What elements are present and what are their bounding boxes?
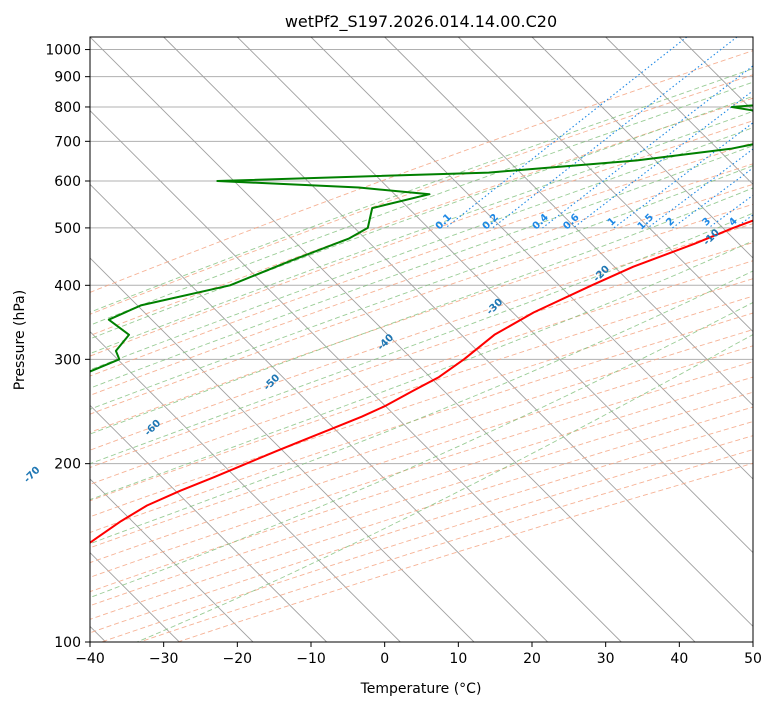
mixing-ratio-line [542, 65, 753, 229]
x-tick-label: 40 [670, 651, 688, 667]
moist-adiabat-line [136, 334, 753, 642]
chart-title: wetPf2_S197.2026.014.14.00.C20 [285, 12, 557, 32]
moist-adiabat-line [90, 270, 753, 545]
y-tick-label: 100 [54, 635, 81, 651]
y-tick-label: 800 [54, 100, 81, 116]
axes: −40 −30 −20 −10 0 10 20 30 40 50 100 200 300 400 500 60… [45, 43, 762, 667]
dry-adiabat-line [90, 142, 753, 377]
dewpoint-profile-line [90, 104, 753, 373]
isotherm-line [90, 404, 327, 642]
y-tick-label: 700 [54, 134, 81, 150]
dry-adiabat-line [90, 361, 753, 578]
dry-adiabat-line [90, 278, 753, 502]
y-tick-label: 400 [54, 278, 81, 294]
isotherm-line [90, 37, 696, 642]
background-lines [90, 37, 753, 642]
isotherm-line [237, 37, 753, 554]
mixing-ratio-line [445, 37, 688, 229]
x-tick-label: 50 [744, 651, 762, 667]
moist-adiabat-line [90, 127, 753, 371]
y-tick-label: 600 [54, 174, 81, 190]
x-tick-label: −20 [223, 651, 253, 667]
y-axis-label: Pressure (hPa) [12, 290, 28, 390]
x-tick-label: −10 [296, 651, 326, 667]
x-axis-label: Temperature (°C) [360, 681, 482, 697]
isotherm-line [458, 37, 753, 333]
x-tick-label: 10 [449, 651, 467, 667]
isotherm-line [163, 37, 753, 627]
moist-adiabat-line [90, 212, 753, 465]
isotherm-line [384, 37, 753, 406]
dry-adiabat-line [139, 449, 753, 642]
mixing-ratio-line [672, 167, 753, 229]
y-tick-label: 200 [54, 457, 81, 473]
isotherm-line [90, 257, 475, 642]
moist-adiabat-line [90, 240, 753, 501]
mixing-ratio-line [613, 122, 753, 229]
dry-adiabat-line [90, 120, 753, 357]
plot-frame [89, 36, 754, 643]
dry-adiabat-line [177, 462, 753, 642]
dry-adiabat-line [90, 312, 753, 533]
isotherm-line [605, 37, 753, 185]
profile-lines [90, 104, 753, 544]
y-tick-label: 300 [54, 352, 81, 368]
y-tick-label: 1000 [45, 43, 81, 59]
moist-adiabat-line [90, 95, 753, 340]
moist-adiabat-line [90, 165, 753, 410]
x-tick-label: 20 [523, 651, 541, 667]
isotherm-line [531, 37, 753, 259]
isotherm-line [310, 37, 753, 480]
isotherm-line [90, 110, 622, 642]
x-tick-label: −40 [75, 651, 105, 667]
isotherm-line [90, 331, 401, 642]
x-tick-label: −30 [149, 651, 179, 667]
x-tick-label: 30 [597, 651, 615, 667]
dry-adiabat-line [101, 435, 753, 642]
dry-adiabat-line [90, 329, 753, 549]
isotherm-line [90, 183, 548, 642]
moist-adiabat-line [90, 301, 753, 599]
dry-adiabat-line [90, 345, 753, 564]
y-tick-label: 500 [54, 221, 81, 237]
dry-adiabat-line [90, 183, 753, 415]
temperature-profile-line [90, 219, 753, 544]
y-tick-label: 900 [54, 70, 81, 86]
dry-adiabat-line [90, 242, 753, 468]
moist-adiabat-line [90, 187, 753, 435]
dry-adiabat-line [90, 223, 753, 451]
x-tick-label: 0 [380, 651, 389, 667]
